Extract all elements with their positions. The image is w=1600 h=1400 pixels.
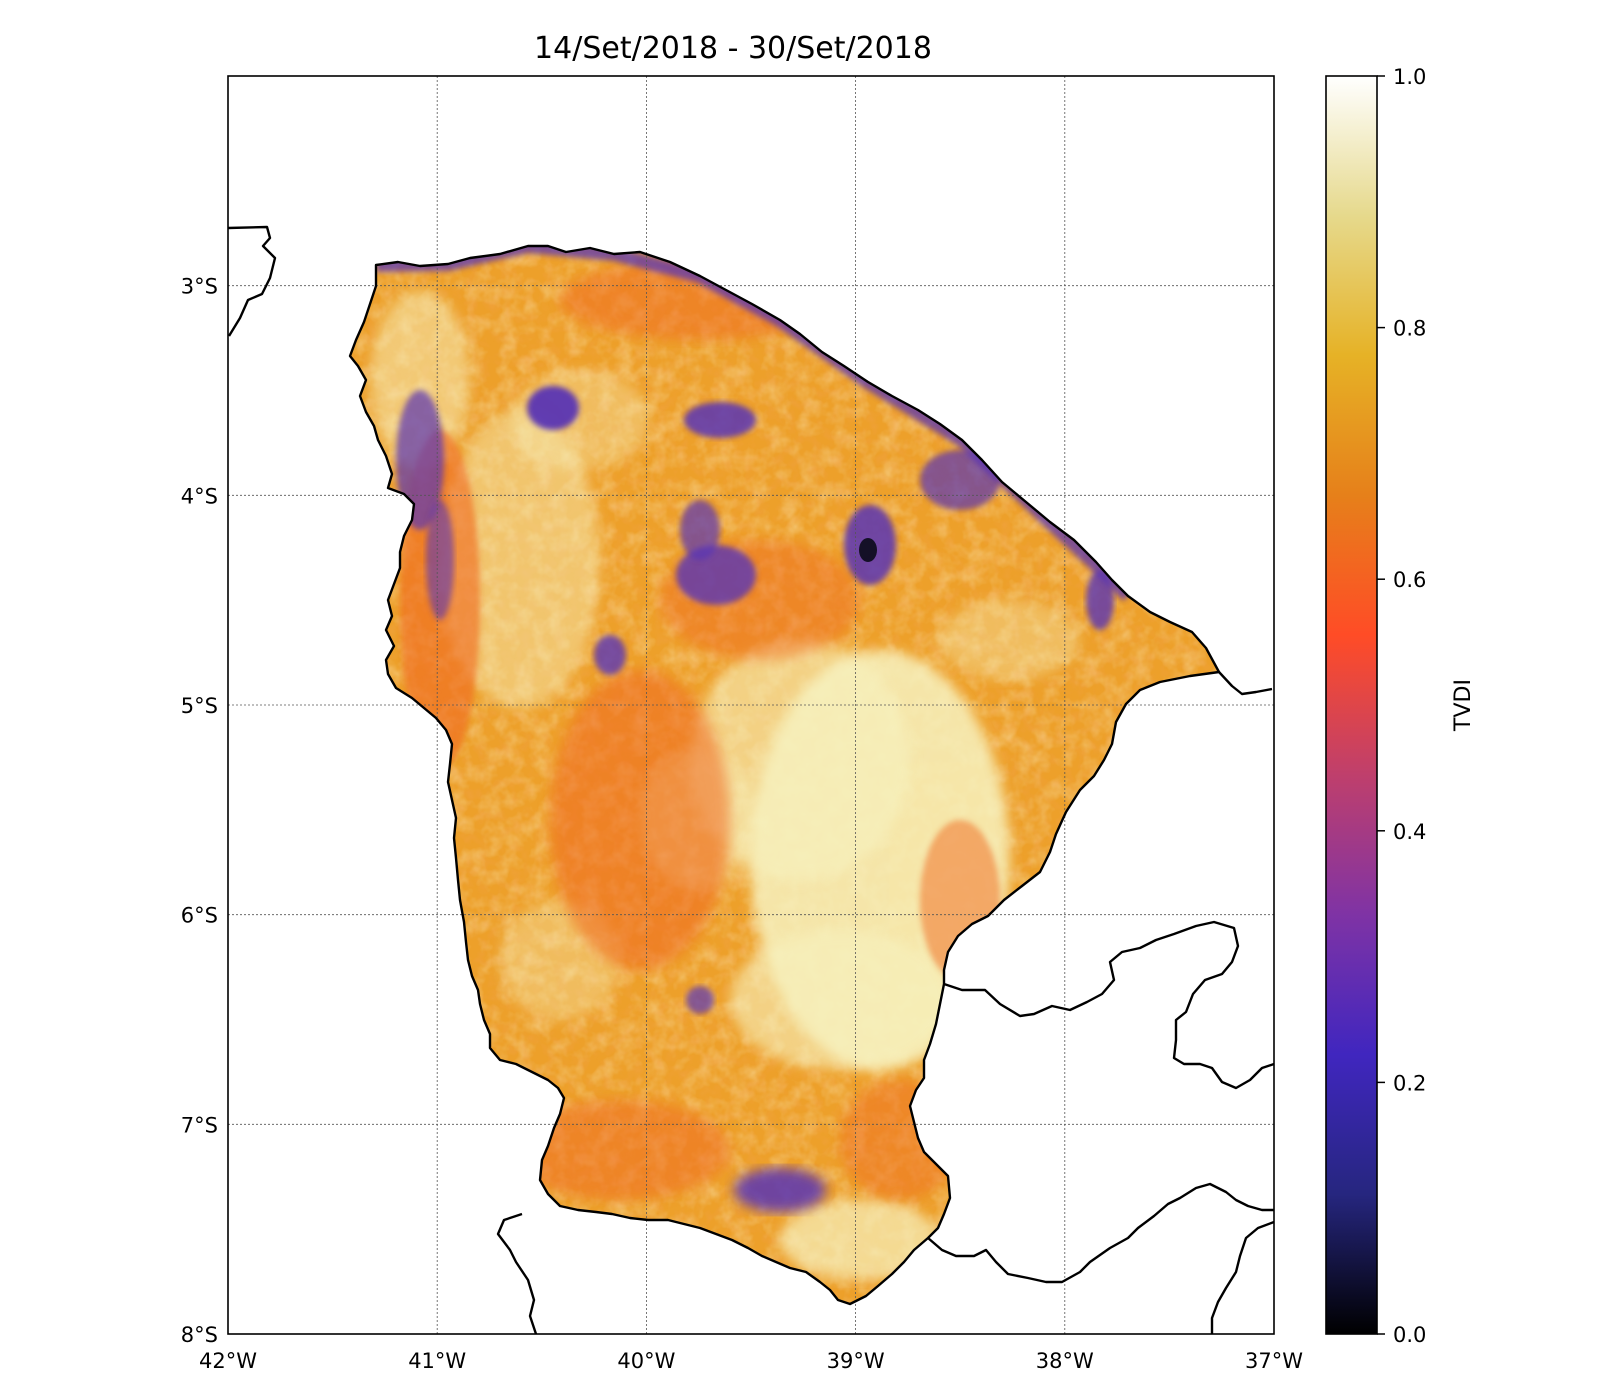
ceara-border [348,244,1221,1306]
raster-patch [510,1100,730,1200]
y-tick-label: 6°S [181,904,218,928]
colorbar-gradient [1326,76,1377,1334]
colorbar-ticks: 0.0 0.2 0.4 0.6 0.8 1.0 [1377,65,1426,1347]
x-tick-label: 38°W [1036,1349,1094,1373]
raster-patch-darkest [859,538,877,562]
colorbar-tick-label: 0.8 [1393,317,1426,341]
pe-border-south [1210,1220,1275,1334]
raster-patch [550,670,730,970]
pb-border [943,920,1275,1090]
y-tick-label: 7°S [181,1113,218,1137]
raster-patch [426,500,454,620]
raster-patch [510,370,650,470]
raster-patch [370,290,470,470]
colorbar-tick-label: 0.0 [1393,1323,1426,1347]
colorbar-tick-label: 0.2 [1393,1071,1426,1095]
state-borders [227,225,1275,1335]
raster-patch [594,635,626,675]
colorbar-tick-label: 1.0 [1393,65,1426,89]
colorbar-frame [1325,75,1378,1335]
x-tick-label: 42°W [199,1349,257,1373]
piaui-border-north [227,225,277,337]
x-tick-label: 41°W [408,1349,466,1373]
x-tick-label: 40°W [617,1349,675,1373]
colorbar-tick-label: 0.6 [1393,568,1426,592]
x-tick-label: 37°W [1245,1349,1303,1373]
piaui-border-south [496,1212,538,1335]
raster-patch [940,600,1080,680]
colorbar: 0.0 0.2 0.4 0.6 0.8 1.0 TVDI [1325,65,1476,1347]
raster-patch [780,1200,940,1280]
rn-border [1218,671,1273,696]
map-frame [227,75,1275,1335]
raster-patch [684,402,756,438]
colorbar-label: TVDI [1451,679,1476,732]
pe-border [927,1182,1274,1284]
raster-patch [730,930,950,1070]
y-tick-label: 8°S [181,1323,218,1347]
colorbar-tick-label: 0.4 [1393,820,1426,844]
raster-patch [680,500,720,560]
map-axes: 42°W 41°W 40°W 39°W 38°W 37°W 3°S 4°S 5°S 6°S 7°S… [181,75,1303,1373]
x-tick-label: 39°W [827,1349,885,1373]
map-title: 14/Set/2018 - 30/Set/2018 [534,31,932,66]
gridlines [228,76,1274,1334]
y-axis-ticks: 3°S 4°S 5°S 6°S 7°S 8°S [181,275,218,1347]
y-tick-label: 5°S [181,694,218,718]
raster-patch [440,410,600,710]
raster-patch [527,386,579,430]
y-tick-label: 3°S [181,275,218,299]
raster-patch [734,1168,826,1212]
raster-patch [686,986,714,1014]
y-tick-label: 4°S [181,484,218,508]
raster-patch [1086,570,1114,630]
raster-patch [676,545,756,605]
x-axis-ticks: 42°W 41°W 40°W 39°W 38°W 37°W [199,1349,1303,1373]
